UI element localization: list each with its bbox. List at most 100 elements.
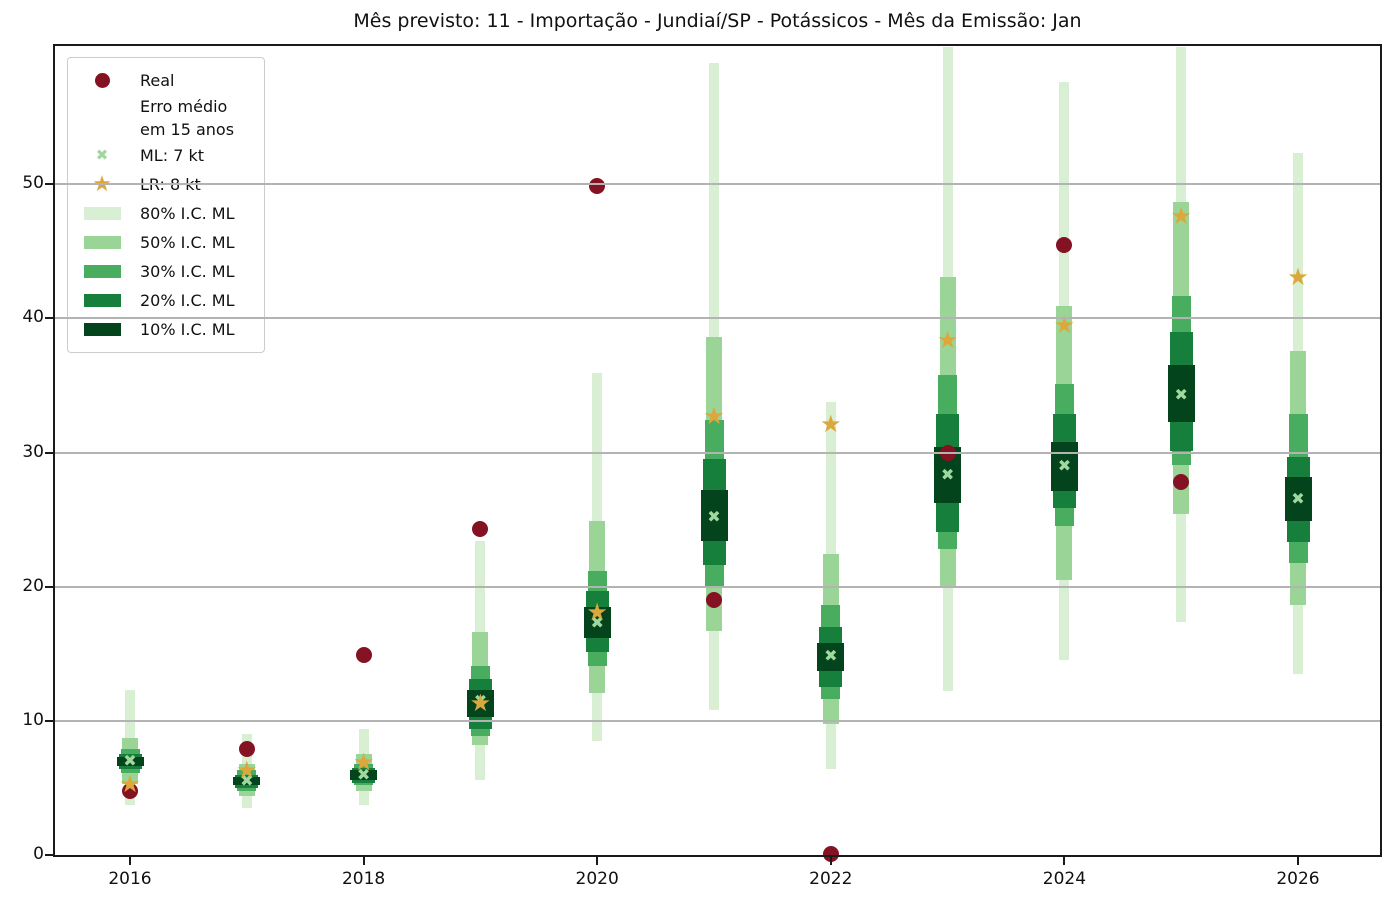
y-tick-label-30: 30 (22, 441, 44, 462)
y-tick-0 (45, 854, 53, 856)
ml-x-marker-icon: ✖ (1174, 384, 1188, 404)
x-tick-label-2016: 2016 (108, 869, 152, 889)
band-ci10 (233, 777, 261, 786)
band-ci10 (350, 770, 378, 780)
y-tick-20 (45, 585, 53, 588)
ml-x-marker-icon: ✖ (356, 764, 371, 784)
gridline-y10 (55, 719, 1380, 722)
ci20-legend-marker (76, 294, 128, 308)
real-marker-icon (822, 845, 839, 862)
ml-x-marker-icon: ✖ (1291, 489, 1305, 509)
ml-x-marker-icon: ✖ (240, 771, 254, 791)
spine-bottom (53, 855, 1382, 857)
y-tick-label-40: 40 (22, 307, 44, 328)
spine-left (53, 46, 55, 857)
lr-star-marker-icon: ★ (352, 748, 375, 777)
band-ci10 (1284, 476, 1312, 521)
lr-star-marker-icon: ★ (236, 756, 258, 785)
gridline-y40 (55, 317, 1380, 320)
chart-title: Mês previsto: 11 - Importação - Jundiaí/… (353, 10, 1082, 32)
legend-item-ci20: 20% I.C. ML (76, 286, 256, 315)
ci10-legend-label: 10% I.C. ML (140, 320, 235, 340)
legend-item-error-note: Erro médio em 15 anos (76, 95, 256, 141)
ci50-legend-marker (76, 236, 128, 250)
spine-right (1380, 46, 1382, 857)
gridline-y30 (55, 451, 1380, 454)
lr-star-marker-icon: ★ (469, 689, 492, 718)
lr-star-marker-icon: ★ (586, 598, 608, 627)
ml-x-marker-icon: ✖ (824, 646, 838, 666)
lr-star-marker-icon: ★ (703, 402, 725, 431)
ml-x-icon: ✖ (95, 146, 109, 165)
ci10-legend-marker (76, 323, 128, 337)
ci50-legend-label: 50% I.C. ML (140, 233, 235, 253)
ci20-legend-label: 20% I.C. ML (140, 291, 235, 311)
legend-item-ci30: 30% I.C. ML (76, 257, 256, 286)
real-marker-icon (1173, 474, 1190, 491)
ml-x-marker-icon: ✖ (123, 751, 137, 771)
ci80-legend-label: 80% I.C. ML (140, 204, 235, 224)
real-legend-label: Real (140, 70, 175, 90)
ml-legend-label: ML: 7 kt (140, 146, 204, 166)
ci30-patch-icon (83, 265, 121, 279)
ci30-legend-label: 30% I.C. ML (140, 262, 235, 282)
real-marker-icon (706, 592, 722, 609)
legend-item-ci50: 50% I.C. ML (76, 228, 256, 257)
legend-item-ml: ✖ ML: 7 kt (76, 141, 256, 170)
y-tick-label-0: 0 (33, 844, 44, 864)
ci80-legend-marker (76, 207, 128, 221)
ml-legend-marker: ✖ (76, 148, 128, 163)
x-tick-label-2020: 2020 (575, 869, 619, 889)
x-tick-2024 (1063, 857, 1066, 865)
lr-star-marker-icon: ★ (820, 410, 842, 439)
error-note-legend-label: Erro médio em 15 anos (140, 97, 235, 140)
band-ci10 (817, 643, 845, 672)
gridline-y20 (55, 585, 1380, 588)
real-marker-icon (1056, 236, 1073, 253)
legend-item-ci10: 10% I.C. ML (76, 315, 256, 344)
y-tick-label-10: 10 (22, 709, 44, 730)
band-ci10 (700, 490, 728, 542)
x-tick-label-2024: 2024 (1042, 869, 1087, 889)
ci30-legend-marker (76, 265, 128, 279)
x-tick-2018 (362, 857, 365, 865)
ci80-patch-icon (83, 207, 121, 221)
real-marker-icon (122, 782, 138, 799)
x-tick-2020 (596, 857, 599, 865)
y-tick-label-20: 20 (22, 575, 44, 596)
real-dot-icon (94, 73, 110, 88)
real-legend-marker (76, 73, 128, 88)
y-tick-40 (45, 317, 53, 320)
spine-top (53, 44, 1382, 46)
y-tick-label-50: 50 (22, 173, 44, 194)
lr-star-marker-icon: ★ (119, 769, 141, 798)
lr-star-marker-icon: ★ (1170, 202, 1192, 231)
band-ci10 (1050, 441, 1078, 492)
real-marker-icon (472, 520, 489, 537)
band-ci10 (583, 606, 611, 638)
x-tick-label-2026: 2026 (1276, 869, 1320, 889)
legend-item-real: Real (76, 66, 256, 95)
real-marker-icon (355, 647, 372, 664)
x-tick-2022 (829, 857, 832, 865)
lr-star-marker-icon: ★ (936, 325, 959, 354)
ml-x-marker-icon: ✖ (473, 690, 488, 710)
x-tick-2026 (1297, 857, 1299, 865)
ml-x-marker-icon: ✖ (1057, 455, 1072, 475)
gridline-y50 (55, 183, 1380, 186)
x-tick-label-2022: 2022 (809, 869, 853, 889)
band-ci10 (1167, 365, 1195, 422)
ci50-patch-icon (83, 236, 121, 250)
ml-x-marker-icon: ✖ (590, 612, 604, 632)
y-tick-30 (45, 451, 53, 454)
legend-item-ci80: 80% I.C. ML (76, 199, 256, 228)
y-tick-10 (45, 719, 53, 722)
ci20-patch-icon (83, 294, 121, 308)
y-tick-50 (45, 183, 53, 186)
ml-x-marker-icon: ✖ (707, 506, 721, 526)
x-tick-label-2018: 2018 (341, 869, 386, 889)
real-marker-icon (589, 177, 606, 194)
